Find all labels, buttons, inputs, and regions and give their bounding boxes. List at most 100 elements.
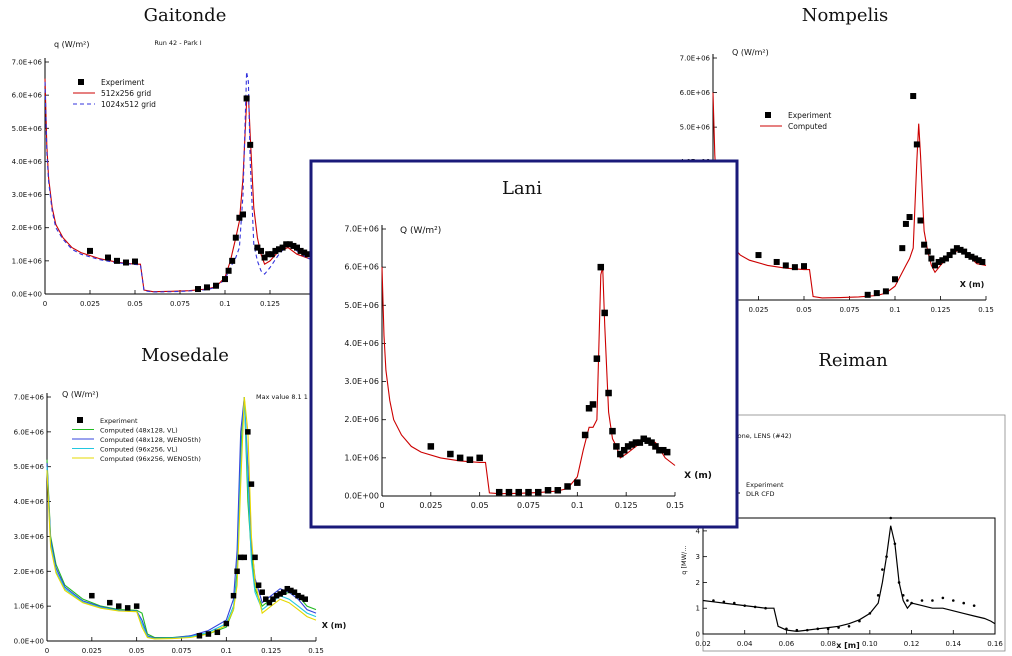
nompelis-title: Nompelis bbox=[802, 5, 889, 26]
lani-y-tick-label: 7.0E+06 bbox=[344, 225, 379, 234]
mosedale-experiment-point bbox=[205, 631, 212, 637]
reiman-experiment-point bbox=[972, 604, 976, 607]
reiman-experiment-point bbox=[920, 599, 924, 602]
mosedale-experiment-point bbox=[237, 554, 244, 561]
gaitonde-experiment-point bbox=[294, 244, 300, 251]
lani-experiment-point bbox=[628, 441, 636, 448]
reiman-experiment-point bbox=[858, 619, 861, 623]
lani-title: Lani bbox=[502, 178, 542, 199]
reiman-x-tick-label: 0.10 bbox=[862, 640, 878, 648]
nompelis-experiment-point bbox=[882, 288, 889, 295]
lani-experiment-point bbox=[605, 389, 612, 397]
gaitonde-experiment-point bbox=[304, 251, 311, 258]
lani-experiment-point bbox=[624, 443, 632, 450]
gaitonde-legend-label: 1024x512 grid bbox=[101, 100, 156, 109]
gaitonde-experiment-point bbox=[297, 247, 304, 254]
gaitonde-experiment-point bbox=[240, 211, 246, 218]
reiman-x-tick-label: 0.02 bbox=[695, 640, 711, 648]
lani-y-tick-label: 6.0E+06 bbox=[344, 263, 379, 272]
lani-experiment-point bbox=[663, 448, 671, 456]
nompelis-experiment-point bbox=[899, 245, 906, 252]
mosedale-experiment-point bbox=[230, 592, 237, 599]
reiman-plot-frame bbox=[702, 517, 996, 635]
mosedale-annotation: Max value 8.1 1 bbox=[256, 393, 308, 401]
lani-experiment-point bbox=[535, 488, 542, 496]
gaitonde-x-tick-label: 0.05 bbox=[127, 300, 143, 308]
nompelis-experiment-point bbox=[924, 248, 931, 255]
mosedale-y-tick-label: 5.0E+06 bbox=[14, 463, 45, 471]
mosedale-chart: Mosedale Max value 8.1 1 0.0E+00 1.0E+06 2.0… bbox=[14, 345, 347, 655]
nompelis-x-tick-label: 0.1 bbox=[889, 306, 900, 314]
mosedale-x-tick-label: 0.05 bbox=[129, 647, 145, 655]
gaitonde-y-tick-label: 6.0E+06 bbox=[12, 92, 43, 100]
reiman-y-tick-label: 3 bbox=[696, 553, 700, 561]
reiman-y-tick-label: 2 bbox=[696, 579, 700, 587]
lani-y-axis-label: Q (W/m²) bbox=[400, 226, 441, 236]
gaitonde-experiment-point bbox=[195, 286, 201, 293]
lani-x-tick-label: 0.125 bbox=[615, 501, 638, 510]
reiman-y-tick-label: 4 bbox=[696, 527, 701, 535]
gaitonde-experiment-point bbox=[286, 241, 293, 248]
nompelis-experiment-point bbox=[791, 264, 798, 271]
gaitonde-title: Gaitonde bbox=[144, 5, 227, 26]
nompelis-experiment-point bbox=[975, 257, 982, 264]
lani-x-tick-label: 0.05 bbox=[471, 501, 489, 510]
nompelis-x-tick-label: 0.125 bbox=[930, 306, 950, 314]
mosedale-legend-label: Computed (96x256, WENO5th) bbox=[100, 455, 201, 463]
reiman-experiment-point bbox=[941, 596, 945, 600]
mosedale-experiment-point bbox=[277, 591, 283, 597]
gaitonde-experiment-point bbox=[229, 257, 236, 264]
gaitonde-experiment-point bbox=[247, 141, 254, 148]
reiman-experiment-point bbox=[889, 516, 893, 520]
lani-x-tick-label: 0 bbox=[379, 501, 384, 510]
mosedale-experiment-point bbox=[259, 589, 265, 595]
reiman-experiment-point bbox=[753, 605, 757, 609]
reiman-experiment-point bbox=[962, 601, 966, 605]
mosedale-experiment-point bbox=[223, 620, 230, 627]
mosedale-y-tick-label: 7.0E+06 bbox=[14, 394, 45, 402]
lani-experiment-point bbox=[581, 431, 589, 439]
lani-x-tick-label: 0.15 bbox=[666, 501, 684, 510]
lani-experiment-point bbox=[613, 443, 620, 450]
lani-x-tick-label: 0.1 bbox=[571, 501, 584, 510]
lani-experiment-point bbox=[427, 443, 435, 450]
reiman-experiment-point bbox=[893, 542, 897, 546]
mosedale-y-axis-label: Q (W/m²) bbox=[62, 390, 99, 399]
reiman-experiment-point bbox=[951, 599, 955, 602]
lani-y-tick-label: 5.0E+06 bbox=[344, 301, 379, 310]
nompelis-experiment-point bbox=[873, 290, 880, 297]
lani-experiment-point bbox=[589, 401, 597, 408]
mosedale-y-tick-label: 3.0E+06 bbox=[14, 533, 45, 541]
reiman-experiment-point bbox=[910, 601, 913, 605]
mosedale-experiment-point bbox=[214, 629, 221, 636]
gaitonde-experiment-point bbox=[87, 247, 93, 254]
reiman-experiment-point bbox=[826, 627, 830, 631]
nompelis-experiment-point bbox=[902, 220, 909, 227]
reiman-x-tick-label: 0.06 bbox=[779, 640, 795, 648]
lani-experiment-point bbox=[544, 487, 552, 494]
reiman-experiment-point bbox=[805, 628, 809, 632]
gaitonde-experiment-point bbox=[268, 251, 275, 258]
gaitonde-experiment-point bbox=[123, 259, 129, 266]
nompelis-x-tick-label: 0.075 bbox=[839, 306, 859, 314]
gaitonde-y-tick-label: 0.0E+00 bbox=[12, 291, 42, 299]
reiman-experiment-point bbox=[732, 601, 736, 605]
gaitonde-experiment-point bbox=[279, 244, 286, 251]
reiman-y-axis-label: q [MW/… bbox=[680, 545, 688, 574]
mosedale-experiment-point bbox=[273, 592, 280, 599]
lani-experiment-point bbox=[644, 437, 651, 444]
mosedale-experiment-point bbox=[133, 603, 140, 609]
gaitonde-experiment-point bbox=[254, 244, 261, 251]
reiman-experiment-point bbox=[837, 626, 840, 629]
reiman-experiment-point bbox=[743, 604, 747, 607]
lani-x-axis-label: X (m) bbox=[684, 471, 712, 481]
gaitonde-chart: Gaitonde Run 42 - Park I 0.0E+00 1.0E+06 2.0… bbox=[12, 5, 337, 308]
reiman-x-tick-label: 0.12 bbox=[904, 640, 920, 648]
lani-experiment-point bbox=[574, 479, 581, 486]
nompelis-experiment-point bbox=[864, 291, 871, 298]
lani-experiment-point bbox=[476, 454, 483, 462]
lani-experiment-point bbox=[652, 443, 659, 450]
gaitonde-series-line-2 bbox=[44, 71, 316, 293]
lani-experiment-point bbox=[456, 454, 464, 462]
mosedale-y-tick-label: 2.0E+06 bbox=[14, 568, 45, 576]
